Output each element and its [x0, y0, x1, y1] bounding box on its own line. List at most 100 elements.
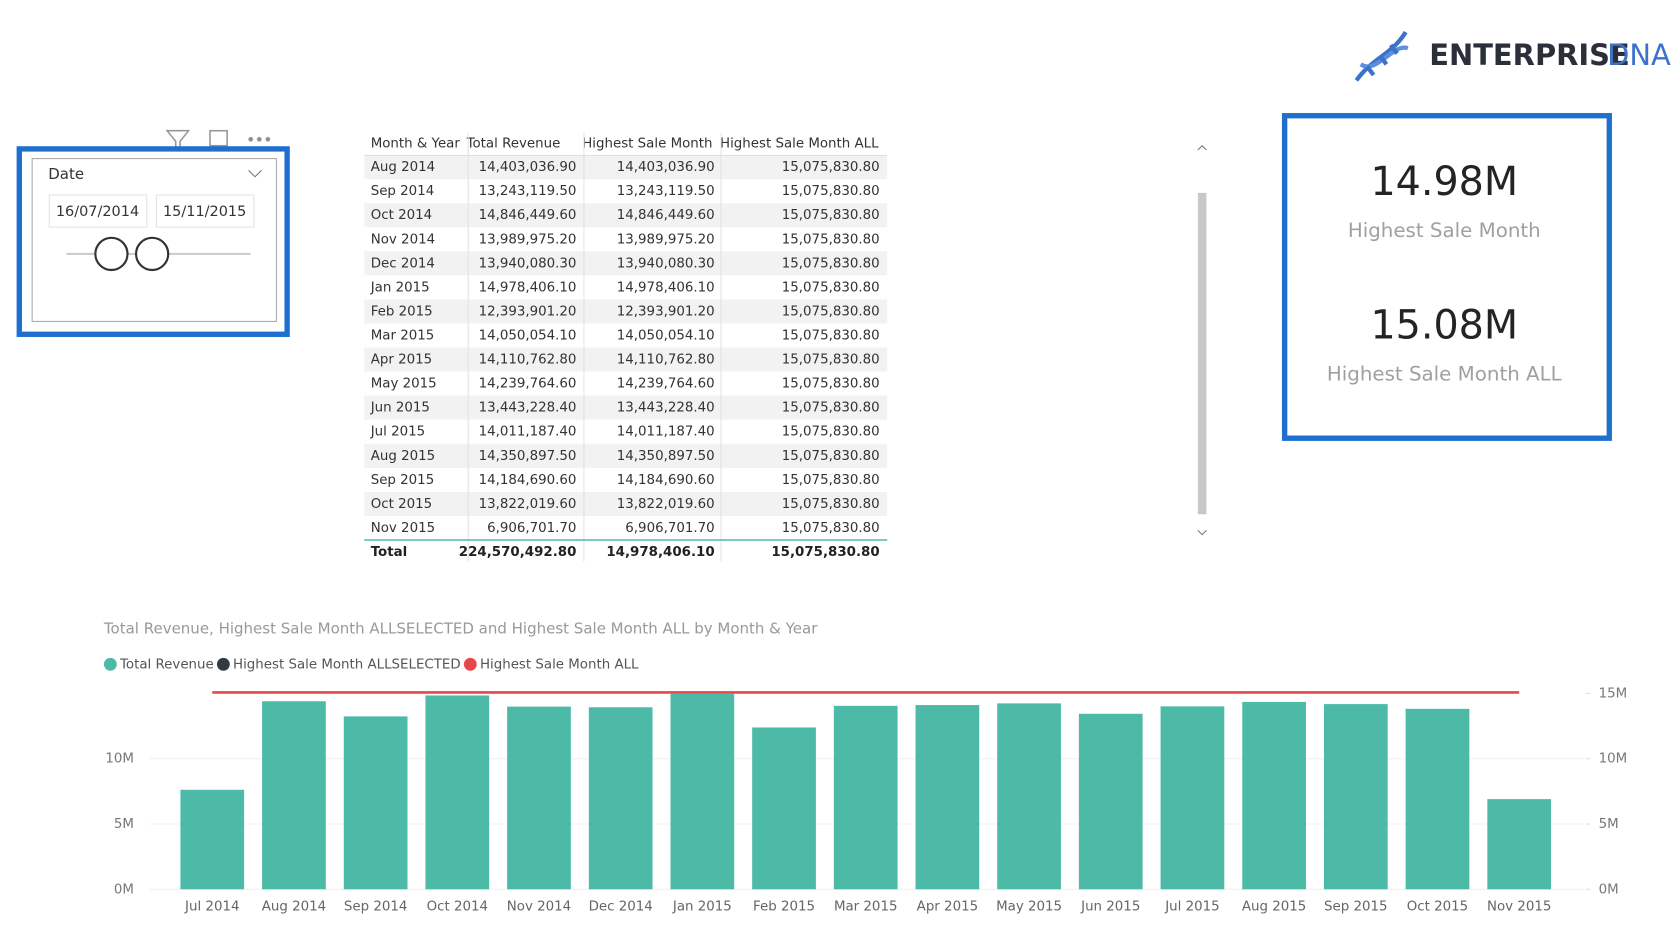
- bar[interactable]: [262, 701, 326, 890]
- date-input[interactable]: [155, 194, 255, 228]
- x-tick-label: Jul 2015: [1164, 899, 1219, 914]
- table-row-bg: [364, 155, 888, 180]
- bar[interactable]: [180, 789, 245, 890]
- slider-handle[interactable]: [94, 236, 129, 272]
- table-cell: Sep 2015: [371, 473, 434, 488]
- table-cell: 13,989,975.20: [479, 232, 577, 247]
- table-cell: 13,243,119.50: [617, 184, 715, 199]
- table-cell: 13,443,228.40: [617, 401, 715, 416]
- bar[interactable]: [1242, 701, 1306, 890]
- table-cell: 6,906,701.70: [487, 521, 576, 536]
- table-cell: 14,846,449.60: [479, 208, 577, 223]
- table-cell: 14,050,054.10: [617, 329, 715, 344]
- card-value: 14.98M: [1370, 159, 1518, 205]
- table-cell: 15,075,830.80: [782, 521, 880, 536]
- table-cell: 12,393,901.20: [617, 304, 715, 319]
- table-cell: 15,075,830.80: [782, 256, 880, 271]
- bar[interactable]: [1487, 799, 1552, 890]
- table-row-bg: [364, 395, 888, 420]
- table-cell: 12,393,901.20: [479, 304, 577, 319]
- bar[interactable]: [588, 707, 653, 890]
- bar[interactable]: [507, 706, 571, 890]
- bar[interactable]: [1323, 704, 1388, 890]
- column-header[interactable]: Month & Year: [371, 137, 461, 152]
- bar[interactable]: [1405, 708, 1470, 890]
- card-label: Highest Sale Month: [1348, 219, 1541, 242]
- y2-tick-label: 5M: [1599, 817, 1619, 832]
- table-cell: Nov 2015: [371, 521, 435, 536]
- table-cell: 14,403,036.90: [479, 160, 577, 175]
- logo-icon: [1354, 30, 1409, 82]
- bar[interactable]: [752, 727, 816, 890]
- scroll-down[interactable]: [1197, 529, 1207, 536]
- legend-label[interactable]: Total Revenue: [119, 657, 214, 672]
- bar[interactable]: [343, 716, 408, 890]
- table-cell: Aug 2015: [371, 449, 435, 464]
- legend-label[interactable]: Highest Sale Month ALL: [480, 657, 639, 672]
- table-cell: 6,906,701.70: [625, 521, 714, 536]
- scroll-up[interactable]: [1197, 144, 1207, 151]
- table-cell: Dec 2014: [371, 256, 435, 271]
- table-cell: Oct 2015: [371, 497, 432, 512]
- total-cell: 14,978,406.10: [606, 545, 714, 560]
- table-row-bg: [364, 491, 888, 516]
- table-cell: 14,011,187.40: [479, 425, 577, 440]
- x-tick-label: Oct 2014: [427, 899, 488, 914]
- y-tick-label: 5M: [114, 817, 134, 832]
- x-tick-label: Apr 2015: [917, 899, 978, 914]
- total-cell: 224,570,492.80: [459, 545, 577, 560]
- table-cell: 15,075,830.80: [782, 473, 880, 488]
- table-cell: 15,075,830.80: [782, 329, 880, 344]
- logo-text: DNA: [1607, 38, 1671, 72]
- bar[interactable]: [833, 705, 898, 890]
- table-cell: 14,110,762.80: [617, 353, 715, 368]
- table-cell: 15,075,830.80: [782, 280, 880, 295]
- chart-title: Total Revenue, Highest Sale Month ALLSEL…: [103, 619, 818, 637]
- card-frame[interactable]: [1281, 113, 1612, 441]
- column-header[interactable]: Highest Sale Month ALL: [720, 137, 879, 152]
- table-cell: 14,403,036.90: [617, 160, 715, 175]
- column-header[interactable]: Total Revenue: [466, 137, 561, 152]
- legend-label[interactable]: Highest Sale Month ALLSELECTED: [233, 657, 461, 672]
- table-cell: Mar 2015: [371, 329, 435, 344]
- table-cell: 15,075,830.80: [782, 160, 880, 175]
- slicer-chevron[interactable]: [248, 169, 262, 178]
- total-cell: Total: [371, 545, 408, 560]
- table-cell: 14,239,764.60: [617, 377, 715, 392]
- slider-handle[interactable]: [135, 236, 170, 272]
- table-cell: 15,075,830.80: [782, 353, 880, 368]
- slicer-border: [31, 158, 277, 322]
- x-tick-label: May 2015: [996, 899, 1062, 914]
- y-tick-label: 10M: [105, 752, 134, 767]
- table-cell: 14,978,406.10: [617, 280, 715, 295]
- x-tick-label: Sep 2014: [344, 899, 408, 914]
- table-cell: 14,011,187.40: [617, 425, 715, 440]
- bar[interactable]: [915, 705, 980, 890]
- bar[interactable]: [997, 703, 1061, 890]
- x-tick-label: Mar 2015: [834, 899, 898, 914]
- column-header[interactable]: Highest Sale Month: [582, 137, 712, 152]
- table-cell: 15,075,830.80: [782, 184, 880, 199]
- legend-swatch: [463, 657, 477, 671]
- bar[interactable]: [425, 695, 490, 890]
- date-input[interactable]: [48, 194, 148, 228]
- table-cell: 14,846,449.60: [617, 208, 715, 223]
- table-cell: 14,350,897.50: [479, 449, 577, 464]
- date-end: 15/11/2015: [163, 204, 246, 220]
- table-cell: 14,350,897.50: [617, 449, 715, 464]
- bar[interactable]: [1160, 706, 1225, 890]
- table-cell: 14,110,762.80: [479, 353, 577, 368]
- table-cell: 15,075,830.80: [782, 304, 880, 319]
- y2-tick-label: 10M: [1599, 752, 1628, 767]
- table-cell: Apr 2015: [371, 353, 432, 368]
- table-row-bg: [364, 299, 888, 324]
- table-cell: 15,075,830.80: [782, 449, 880, 464]
- table-cell: Sep 2014: [371, 184, 434, 199]
- bar[interactable]: [1078, 713, 1143, 890]
- bar[interactable]: [670, 693, 735, 890]
- table-cell: 15,075,830.80: [782, 425, 880, 440]
- table-cell: Jan 2015: [370, 280, 430, 295]
- y-tick-label: 0M: [114, 882, 134, 897]
